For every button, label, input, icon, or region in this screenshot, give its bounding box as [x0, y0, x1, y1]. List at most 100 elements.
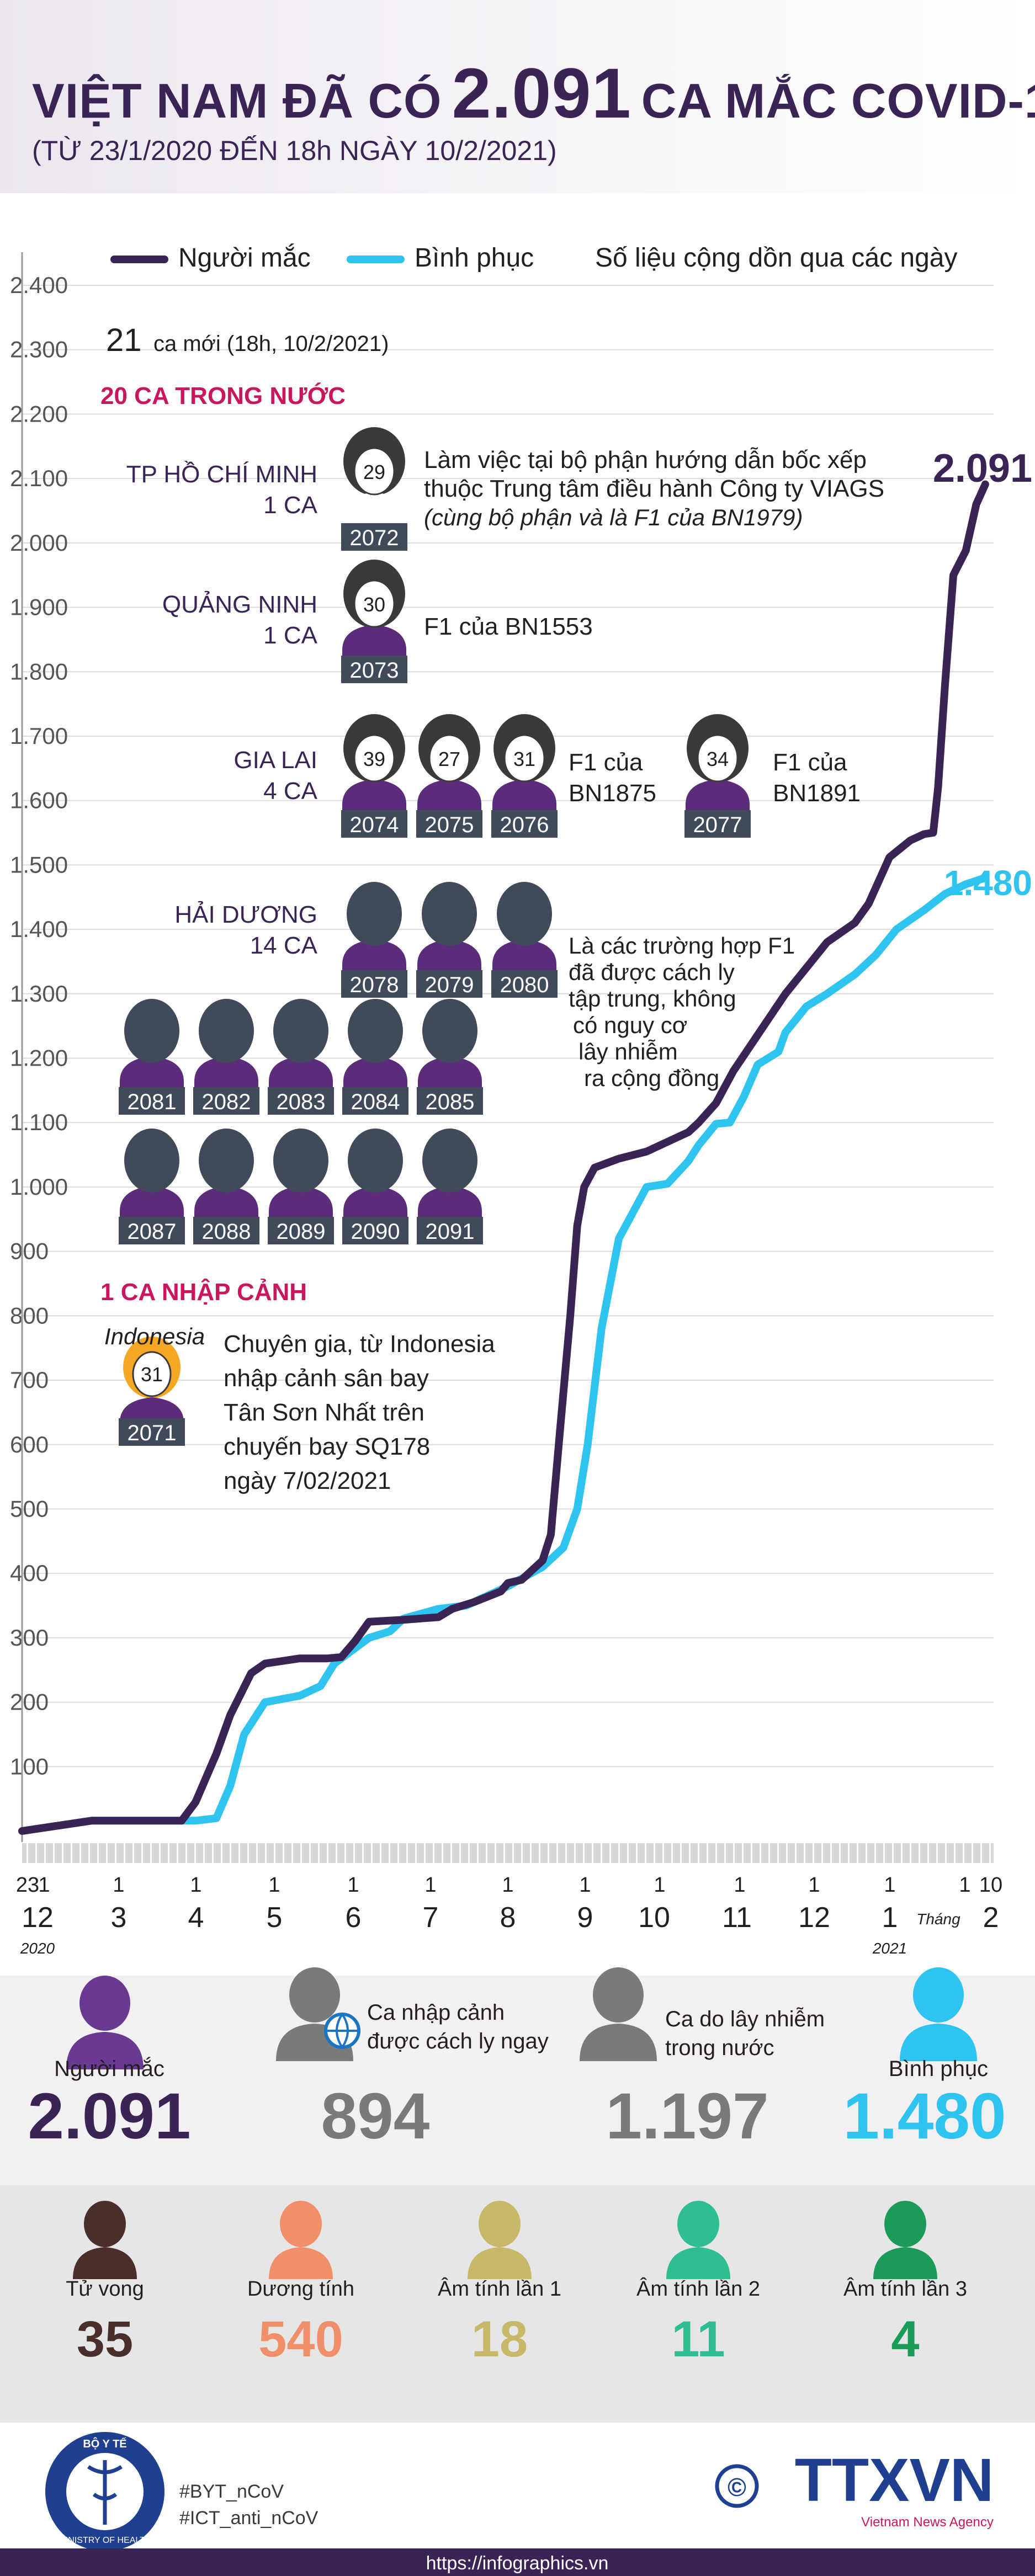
patient-id-box	[268, 1087, 334, 1115]
patient-head	[199, 999, 254, 1063]
patient-id-box	[268, 1217, 334, 1244]
stat-domestic-label: trong nước	[665, 2036, 774, 2060]
y-tick-label: 900	[10, 1238, 49, 1264]
imported-note: chuyến bay SQ178	[224, 1433, 430, 1460]
y-tick-label: 1.600	[10, 787, 68, 813]
status-neg3-icon-head	[884, 2201, 926, 2247]
imported-note: ngày 7/02/2021	[224, 1467, 391, 1494]
gialai-note: F1 của	[569, 749, 643, 776]
patient-head	[422, 882, 477, 946]
y-tick-label: 800	[10, 1302, 49, 1328]
status-deaths: Tử vong 35	[66, 2201, 144, 2367]
region-gialai: GIA LAI	[233, 747, 317, 774]
patient-head	[348, 1129, 403, 1193]
y-tick-label: 600	[10, 1431, 49, 1457]
patient-figure: 34 2077	[684, 714, 751, 838]
patient-figure: 2087	[119, 1129, 185, 1244]
patient-id-box	[341, 523, 407, 551]
imported-patient: 31 2071	[119, 1337, 185, 1446]
y-tick-label: 1.000	[10, 1174, 68, 1200]
status-deaths-label: Tử vong	[66, 2277, 144, 2301]
status-neg3-icon-body	[873, 2247, 937, 2279]
patient-figure: 2089	[268, 1129, 334, 1244]
haiduong-note: đã được cách ly	[569, 959, 735, 985]
patient-age: 31	[513, 748, 535, 770]
copyright-icon: ©	[728, 2473, 746, 2502]
x-tick-month: 3	[111, 1902, 127, 1934]
legend-infected-label: Người mắc	[178, 243, 311, 273]
status-neg2-icon-head	[677, 2201, 719, 2247]
patient-head	[348, 999, 403, 1063]
x-tick-month: 12	[798, 1902, 830, 1934]
patient-head	[422, 999, 477, 1063]
y-tick-label: 2.400	[10, 272, 68, 298]
patient-id: 2079	[425, 973, 474, 997]
patient-figure: 2088	[193, 1129, 259, 1244]
chart-series	[18, 480, 989, 1835]
agency-logo-text: TTXVN	[795, 2446, 994, 2514]
patient-figure: 29 2072	[341, 427, 407, 551]
patient-id-box	[341, 970, 407, 998]
y-tick-label: 1.700	[10, 723, 68, 749]
y-tick-label: 1.100	[10, 1109, 68, 1135]
header-band	[0, 0, 1035, 193]
x-tick-day: 1	[734, 1874, 745, 1897]
patient-figure: 27 2075	[416, 714, 482, 838]
status-neg1-label: Âm tính lần 1	[438, 2277, 561, 2301]
y-tick-label: 1.900	[10, 594, 68, 620]
patient-id: 2073	[350, 658, 399, 683]
x-tick-day: 1	[113, 1874, 124, 1897]
patient-id-box	[417, 1217, 483, 1244]
patient-head	[199, 1129, 254, 1193]
status-neg2: Âm tính lần 2 11	[636, 2201, 760, 2367]
legend-recovered: Bình phục	[347, 243, 534, 273]
domestic-heading: 20 CA TRONG NƯỚC	[100, 382, 346, 409]
status-deaths-value: 35	[77, 2311, 133, 2367]
patient-id-box	[342, 1087, 408, 1115]
patient-face	[503, 734, 545, 783]
status-positive-label: Dương tính	[247, 2277, 354, 2301]
imported-icon-head	[289, 1967, 340, 2023]
x-tick-day: 1	[884, 1874, 895, 1897]
patient-id: 2089	[277, 1220, 326, 1244]
patient-id-box	[491, 970, 558, 998]
imported-id: 2071	[128, 1421, 177, 1445]
x-tick-month: 12	[22, 1902, 54, 1934]
region-haiduong-count: 14 CA	[250, 932, 318, 959]
y-tick-label: 1.800	[10, 658, 68, 684]
x-month-caption: Tháng	[916, 1910, 960, 1928]
imported-country: Indonesia	[104, 1323, 205, 1349]
haiduong-note: có nguy cơ	[573, 1012, 687, 1038]
agency-subtitle: Vietnam News Agency	[861, 2515, 994, 2530]
x-tick-month: 8	[500, 1902, 516, 1934]
patient-face	[353, 579, 395, 628]
patient-head	[273, 999, 328, 1063]
patient-id: 2091	[426, 1220, 475, 1244]
footer-url-bar	[0, 2548, 1035, 2576]
patient-head	[497, 882, 552, 946]
imported-id-box	[119, 1418, 185, 1446]
patient-id: 2085	[426, 1090, 475, 1114]
title-number: 2.091	[452, 54, 631, 133]
patient-id: 2078	[350, 973, 399, 997]
legend-infected: Người mắc	[110, 243, 311, 273]
chart-end-labels: 2.091 1.480	[933, 446, 1032, 903]
hcm-note: thuộc Trung tâm điều hành Công ty VIAGS	[424, 475, 884, 502]
patient-head	[124, 999, 179, 1063]
status-neg1: Âm tính lần 1 18	[438, 2201, 561, 2367]
quangninh-note: F1 của BN1553	[424, 613, 593, 640]
x-tick-month: 4	[188, 1902, 204, 1934]
domestic-icon-body	[580, 2024, 657, 2061]
patient-id: 2084	[351, 1090, 400, 1114]
patient-id: 2090	[351, 1220, 400, 1244]
patient-id: 2081	[128, 1090, 177, 1114]
patient-id: 2088	[202, 1220, 251, 1244]
patient-age: 30	[363, 593, 385, 616]
patient-figure: 2084	[342, 999, 408, 1115]
stat-recovered-label: Bình phục	[889, 2057, 988, 2081]
patient-id-box	[416, 810, 482, 838]
patient-head	[422, 1129, 477, 1193]
domestic-icon-head	[593, 1967, 644, 2023]
infected-icon-body	[66, 2032, 144, 2069]
